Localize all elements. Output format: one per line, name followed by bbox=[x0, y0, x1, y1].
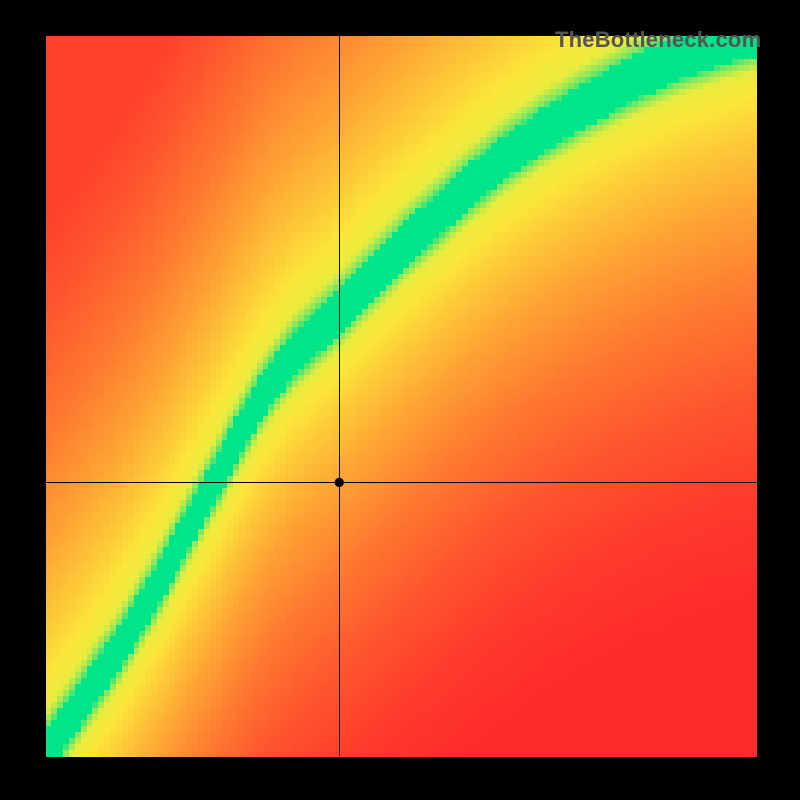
chart-container: { "watermark": { "text": "TheBottleneck.… bbox=[0, 0, 800, 800]
watermark-text: TheBottleneck.com bbox=[555, 27, 761, 53]
bottleneck-heatmap bbox=[0, 0, 800, 800]
